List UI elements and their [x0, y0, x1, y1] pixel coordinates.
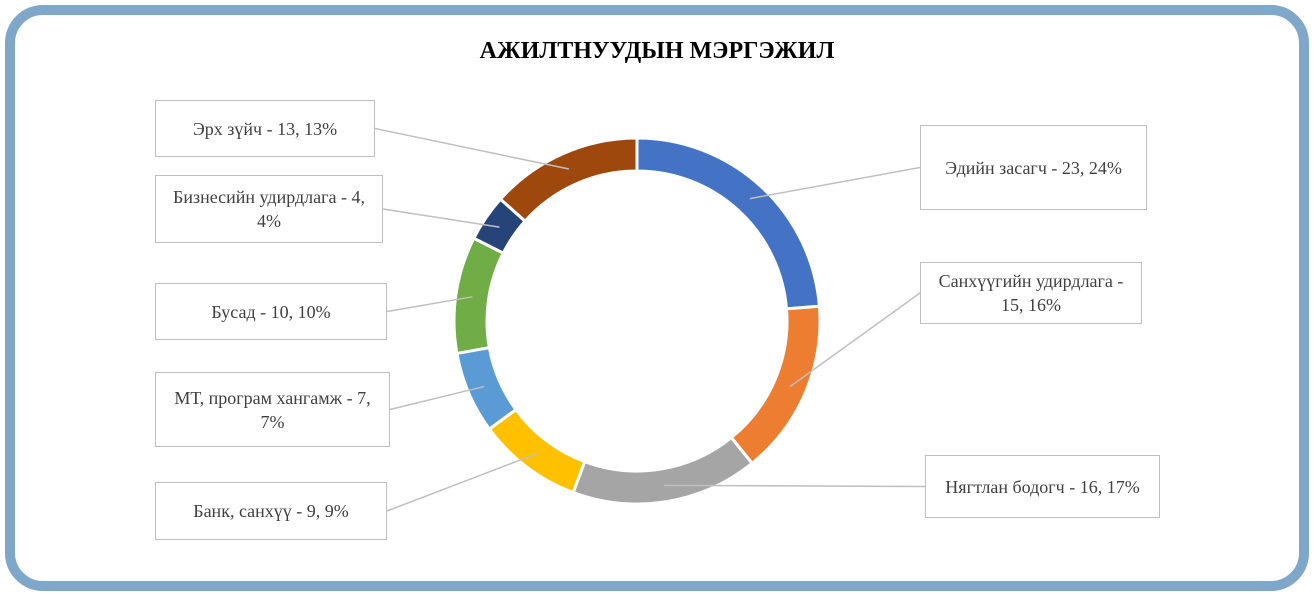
leader-line [663, 484, 926, 488]
donut-slice [729, 304, 822, 466]
leader-line [389, 385, 485, 411]
data-label: Санхүүгийн удирдлага - 15, 16% [920, 262, 1142, 324]
data-label: МТ, програм хангамж - 7, 7% [155, 372, 390, 447]
chart-title: АЖИЛТНУУДЫН МЭРГЭЖИЛ [479, 38, 835, 64]
data-label: Эдийн засагч - 23, 24% [920, 125, 1147, 210]
data-label: Банк, санхүү - 9, 9% [155, 482, 387, 540]
donut-slice [635, 136, 822, 311]
leader-line [789, 292, 921, 388]
donut-slice [452, 236, 506, 356]
donut-slice [498, 136, 639, 224]
leader-line [374, 127, 570, 170]
leader-line [749, 166, 921, 200]
data-label: Бусад - 10, 10% [155, 283, 387, 340]
data-label: Бизнесийн удирдлага - 4, 4% [155, 175, 383, 243]
donut-slice [455, 345, 519, 432]
data-label: Эрх зүйч - 13, 13% [155, 100, 375, 157]
leader-line [386, 453, 537, 512]
donut-slice [487, 407, 587, 495]
donut-slice [571, 435, 755, 506]
data-label: Нягтлан бодогч - 16, 17% [925, 455, 1160, 518]
leader-line [382, 208, 500, 228]
leader-line [386, 296, 473, 313]
